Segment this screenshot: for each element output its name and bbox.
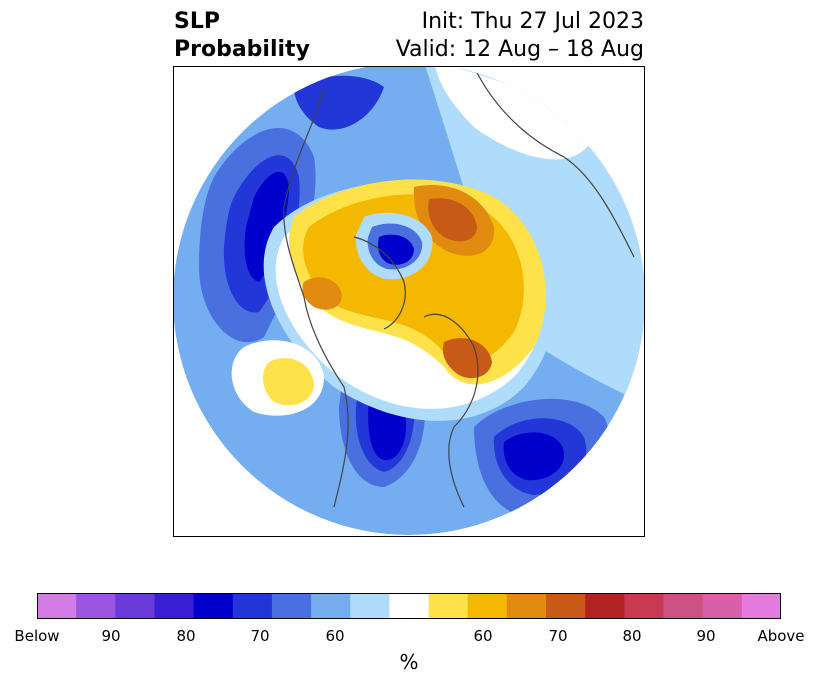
pacific-low-core [244, 171, 289, 282]
kara-high-core [428, 198, 477, 242]
colorbar-tick-label: Below [14, 627, 60, 645]
colorbar-swatch [76, 593, 116, 619]
init-date: Init: Thu 27 Jul 2023 [421, 9, 644, 34]
colorbar-swatch [624, 593, 665, 619]
variable-title-line2: Probability [174, 37, 310, 62]
variable-title: SLP Probability [174, 8, 310, 64]
colorbar-swatch [154, 593, 195, 619]
colorbar-swatch [311, 593, 351, 619]
coastlines [283, 67, 635, 508]
colorbar [37, 593, 781, 619]
polar-map [174, 67, 644, 535]
colorbar-unit: % [399, 650, 419, 674]
neutral-region-north [434, 67, 594, 160]
colorbar-tick-label: 90 [101, 627, 121, 645]
colorbar-swatch [585, 593, 625, 619]
colorbar-tick-label: 60 [325, 627, 345, 645]
colorbar-swatch [350, 593, 390, 619]
colorbar-swatch [37, 593, 77, 619]
greenland-high-core [302, 277, 342, 310]
colorbar-swatch [271, 593, 312, 619]
colorbar-swatch [741, 593, 781, 619]
atlantic-high-core [442, 338, 492, 379]
colorbar-tick-label: Above [757, 627, 805, 645]
colorbar-swatch [546, 593, 586, 619]
date-title: Init: Thu 27 Jul 2023 Valid: 12 Aug – 18… [396, 8, 644, 64]
colorbar-swatch [193, 593, 234, 619]
variable-title-line1: SLP [174, 9, 220, 34]
colorbar-swatch [663, 593, 704, 619]
colorbar-tick-label: 80 [622, 627, 642, 645]
colorbar-tick-label: 70 [250, 627, 270, 645]
valid-date: Valid: 12 Aug – 18 Aug [395, 37, 644, 62]
map-panel [173, 66, 645, 537]
colorbar-border [37, 593, 781, 619]
colorbar-tick-label: 60 [473, 627, 493, 645]
north-low [294, 75, 384, 130]
colorbar-swatch [389, 593, 430, 619]
colorbar-swatch [506, 593, 547, 619]
colorbar-swatch [232, 593, 273, 619]
colorbar-swatch [428, 593, 469, 619]
colorbar-tick-label: 80 [176, 627, 196, 645]
colorbar-swatch [702, 593, 743, 619]
colorbar-tick-label: 70 [548, 627, 568, 645]
atlantic-low-core [503, 432, 565, 481]
colorbar-swatch [115, 593, 155, 619]
colorbar-tick-label: 90 [696, 627, 716, 645]
colorbar-swatch [467, 593, 508, 619]
arctic-low-core [378, 234, 414, 265]
east-pacific-high [262, 358, 314, 406]
